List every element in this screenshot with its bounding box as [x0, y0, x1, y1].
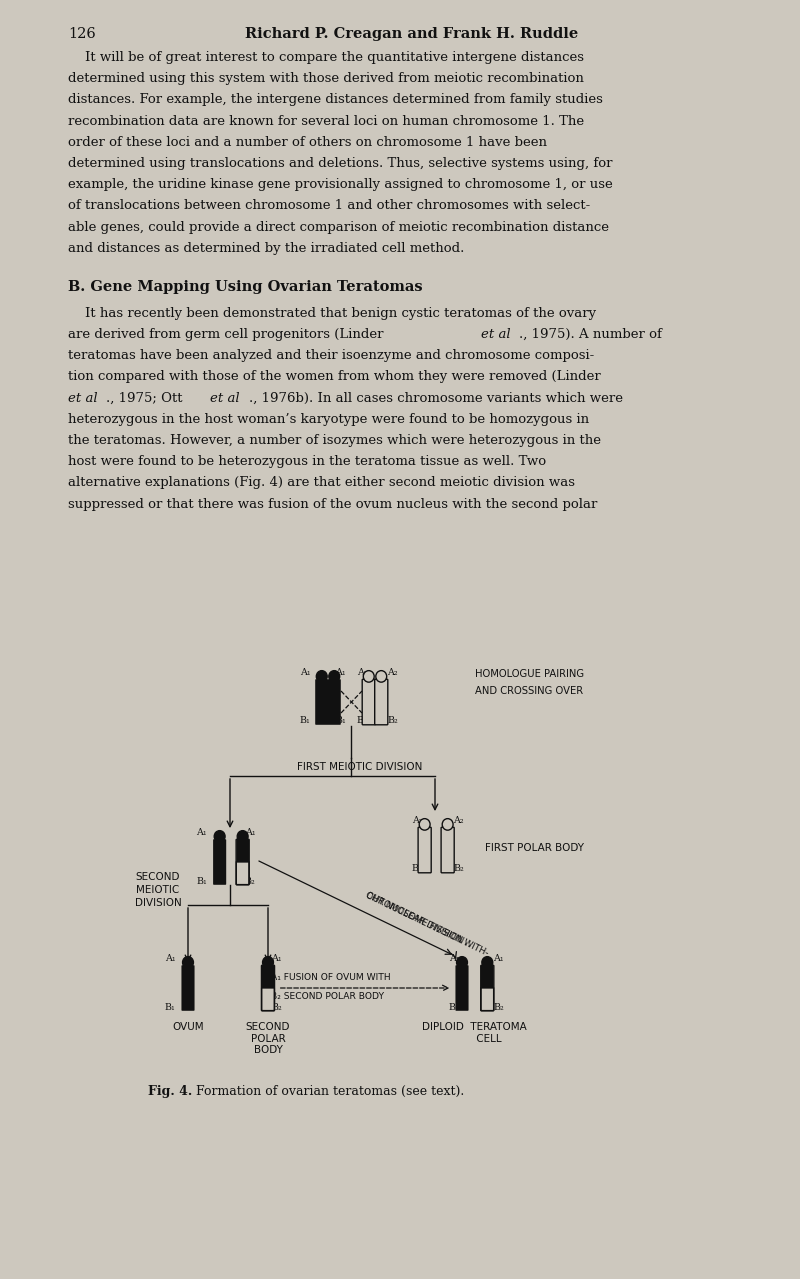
Text: B₂: B₂: [454, 865, 464, 874]
FancyBboxPatch shape: [262, 966, 274, 989]
Text: order of these loci and a number of others on chromosome 1 have been: order of these loci and a number of othe…: [68, 136, 547, 148]
Text: et al: et al: [68, 391, 98, 404]
Text: B₁: B₁: [165, 1003, 175, 1012]
Text: the teratomas. However, a number of isozymes which were heterozygous in the: the teratomas. However, a number of isoz…: [68, 434, 601, 446]
Text: FIRST MEIOTIC DIVISION: FIRST MEIOTIC DIVISION: [297, 762, 422, 773]
Text: A₁: A₁: [493, 954, 504, 963]
Text: A₁: A₁: [300, 669, 310, 678]
Text: A₁: A₁: [165, 954, 175, 963]
Ellipse shape: [262, 957, 274, 968]
Text: and distances as determined by the irradiated cell method.: and distances as determined by the irrad…: [68, 242, 464, 255]
Text: ., 1975; Ott: ., 1975; Ott: [106, 391, 187, 404]
Ellipse shape: [316, 670, 327, 682]
FancyBboxPatch shape: [328, 679, 341, 725]
FancyBboxPatch shape: [262, 987, 274, 1010]
Text: DIPLOID  TERATOMA
         CELL: DIPLOID TERATOMA CELL: [422, 1022, 527, 1044]
FancyBboxPatch shape: [441, 828, 454, 872]
Text: teratomas have been analyzed and their isoenzyme and chromosome composi-: teratomas have been analyzed and their i…: [68, 349, 594, 362]
Text: Fig. 4.: Fig. 4.: [148, 1085, 192, 1097]
Ellipse shape: [182, 957, 194, 968]
Text: A₁: A₁: [245, 829, 255, 838]
Text: et al: et al: [481, 327, 510, 341]
Text: B₂: B₂: [387, 716, 398, 725]
FancyBboxPatch shape: [236, 839, 249, 862]
Ellipse shape: [363, 670, 374, 682]
Text: B₂: B₂: [245, 877, 256, 886]
Text: It will be of great interest to compare the quantitative intergene distances: It will be of great interest to compare …: [68, 51, 584, 64]
Text: B₂: B₂: [357, 716, 368, 725]
FancyBboxPatch shape: [374, 679, 388, 725]
Text: CHROMOSOME FISSION WITH-: CHROMOSOME FISSION WITH-: [364, 890, 490, 958]
Text: alternative explanations (Fig. 4) are that either second meiotic division was: alternative explanations (Fig. 4) are th…: [68, 476, 575, 490]
Ellipse shape: [238, 830, 248, 842]
Text: A₁: A₁: [196, 829, 207, 838]
FancyBboxPatch shape: [362, 679, 375, 725]
Ellipse shape: [376, 670, 386, 682]
Text: SECOND
POLAR
BODY: SECOND POLAR BODY: [246, 1022, 290, 1055]
Text: B₁: B₁: [299, 716, 310, 725]
Text: B₁: B₁: [196, 876, 207, 885]
FancyBboxPatch shape: [182, 966, 194, 1010]
Text: A₁: A₁: [271, 954, 282, 963]
Text: A₂: A₂: [454, 816, 464, 825]
FancyBboxPatch shape: [315, 679, 328, 725]
Text: HOMOLOGUE PAIRING: HOMOLOGUE PAIRING: [475, 669, 584, 679]
Text: ., 1975). A number of: ., 1975). A number of: [519, 327, 662, 341]
Text: A₁ FUSION OF OVUM WITH: A₁ FUSION OF OVUM WITH: [271, 973, 391, 982]
Text: ., 1976b). In all cases chromosome variants which were: ., 1976b). In all cases chromosome varia…: [249, 391, 622, 404]
Ellipse shape: [442, 819, 453, 830]
Text: B₂ SECOND POLAR BODY: B₂ SECOND POLAR BODY: [271, 993, 385, 1001]
Text: A₂: A₂: [357, 669, 368, 678]
Text: et al: et al: [210, 391, 240, 404]
Ellipse shape: [214, 830, 225, 842]
FancyBboxPatch shape: [236, 861, 249, 885]
Text: B. Gene Mapping Using Ovarian Teratomas: B. Gene Mapping Using Ovarian Teratomas: [68, 280, 422, 294]
Text: determined using translocations and deletions. Thus, selective systems using, fo: determined using translocations and dele…: [68, 157, 613, 170]
Ellipse shape: [419, 819, 430, 830]
FancyBboxPatch shape: [481, 966, 494, 989]
Text: B₂: B₂: [271, 1004, 282, 1013]
Text: example, the uridine kinase gene provisionally assigned to chromosome 1, or use: example, the uridine kinase gene provisi…: [68, 178, 613, 191]
Text: B₂: B₂: [493, 1003, 504, 1012]
Text: A₂: A₂: [387, 669, 398, 678]
Ellipse shape: [482, 957, 493, 968]
Text: SECOND
MEIOTIC
DIVISION: SECOND MEIOTIC DIVISION: [134, 872, 182, 908]
FancyBboxPatch shape: [418, 828, 431, 872]
Text: are derived from germ cell progenitors (Linder: are derived from germ cell progenitors (…: [68, 327, 388, 341]
FancyBboxPatch shape: [213, 839, 226, 885]
Text: Richard P. Creagan and Frank H. Ruddle: Richard P. Creagan and Frank H. Ruddle: [245, 27, 578, 41]
Text: AND CROSSING OVER: AND CROSSING OVER: [475, 687, 583, 696]
Ellipse shape: [457, 957, 467, 968]
Text: heterozygous in the host woman’s karyotype were found to be homozygous in: heterozygous in the host woman’s karyoty…: [68, 413, 589, 426]
Text: tion compared with those of the women from whom they were removed (Linder: tion compared with those of the women fr…: [68, 371, 601, 384]
Text: determined using this system with those derived from meiotic recombination: determined using this system with those …: [68, 72, 584, 86]
Text: FIRST POLAR BODY: FIRST POLAR BODY: [485, 843, 584, 853]
Text: A₂: A₂: [412, 816, 422, 825]
Text: OVUM: OVUM: [172, 1022, 204, 1032]
Ellipse shape: [329, 670, 340, 682]
Text: B₁: B₁: [449, 1003, 460, 1012]
Text: A₁: A₁: [335, 669, 346, 678]
Text: distances. For example, the intergene distances determined from family studies: distances. For example, the intergene di…: [68, 93, 603, 106]
FancyBboxPatch shape: [455, 966, 469, 1010]
Text: B₁: B₁: [411, 865, 422, 874]
FancyBboxPatch shape: [481, 987, 494, 1010]
Text: recombination data are known for several loci on human chromosome 1. The: recombination data are known for several…: [68, 115, 584, 128]
Text: suppressed or that there was fusion of the ovum nucleus with the second polar: suppressed or that there was fusion of t…: [68, 498, 598, 510]
Text: B₁: B₁: [335, 716, 346, 725]
Text: 126: 126: [68, 27, 96, 41]
Text: A₁: A₁: [449, 954, 460, 963]
Text: It has recently been demonstrated that benign cystic teratomas of the ovary: It has recently been demonstrated that b…: [68, 307, 596, 320]
Text: able genes, could provide a direct comparison of meiotic recombination distance: able genes, could provide a direct compa…: [68, 220, 609, 234]
Text: host were found to be heterozygous in the teratoma tissue as well. Two: host were found to be heterozygous in th…: [68, 455, 546, 468]
Text: OUT NUCLEAR DIVISION: OUT NUCLEAR DIVISION: [364, 881, 469, 945]
Text: of translocations between chromosome 1 and other chromosomes with select-: of translocations between chromosome 1 a…: [68, 200, 590, 212]
Text: Formation of ovarian teratomas (see text).: Formation of ovarian teratomas (see text…: [188, 1085, 464, 1097]
